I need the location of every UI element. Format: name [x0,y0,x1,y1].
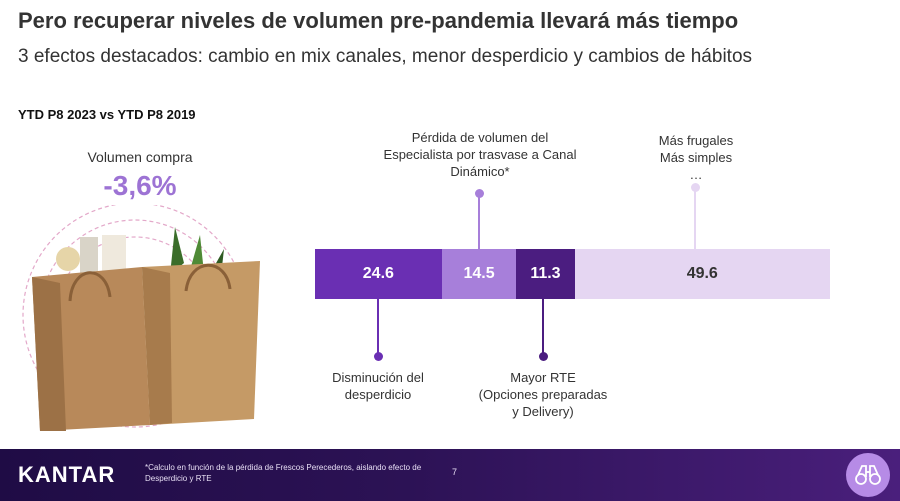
connector-line-frugal [694,188,696,249]
annotation-specialist: Pérdida de volumen del Especialista por … [360,129,600,180]
connector-dot-frugal [691,183,700,192]
page-title: Pero recuperar niveles de volumen pre-pa… [18,8,739,33]
bar-segment-specialist: 14.5 [441,249,517,299]
bar-segment-rte: 11.3 [516,249,575,299]
connector-line-specialist [478,194,480,249]
annotation-waste-line2: desperdicio [344,387,412,402]
binoculars-icon-badge [846,453,890,497]
annotation-rte-line3: y Delivery) [512,404,574,419]
stacked-bar: 24.6 14.5 11.3 49.6 [315,249,830,299]
data-label-waste: 24.6 [362,265,394,282]
binoculars-icon [855,465,881,485]
connector-line-waste [377,299,379,353]
annotation-rte: Mayor RTE (Opciones preparadas y Deliver… [466,369,620,420]
volume-label: Volumen compra [87,149,193,165]
bar-segment-frugal: 49.6 [574,249,830,299]
grocery-bags-icon [22,205,260,431]
kantar-logo: KANTAR [18,462,116,487]
bar-segment-waste: 24.6 [315,249,442,299]
data-label-rte: 11.3 [530,265,561,282]
period-label: YTD P8 2023 vs YTD P8 2019 [18,107,196,122]
annotation-specialist-line2: Especialista por trasvase a Canal [383,147,577,162]
connector-line-rte [542,299,544,353]
data-label-frugal: 49.6 [686,265,718,282]
annotation-rte-line1: Mayor RTE [510,370,576,385]
annotation-frugal-line3: … [689,167,703,182]
page-number: 7 [452,467,458,477]
annotation-frugal: Más frugales Más simples … [636,132,756,183]
annotation-waste-line1: Disminución del [332,370,424,385]
annotation-frugal-line2: Más simples [659,150,733,165]
page-subtitle: 3 efectos destacados: cambio en mix cana… [18,46,753,67]
footer-bar: KANTAR *Calculo en función de la pérdida… [0,449,900,501]
connector-dot-rte [539,352,548,361]
connector-dot-waste [374,352,383,361]
volume-value: -3,6% [103,170,177,201]
annotation-frugal-line1: Más frugales [658,133,734,148]
annotation-specialist-line3: Dinámico* [450,164,510,179]
footnote: *Calculo en función de la pérdida de Fre… [145,463,422,483]
annotation-waste: Disminución del desperdicio [318,369,438,403]
annotation-rte-line2: (Opciones preparadas [478,387,608,402]
connector-dot-specialist [475,189,484,198]
annotation-specialist-line1: Pérdida de volumen del [411,130,549,145]
data-label-specialist: 14.5 [463,265,495,282]
